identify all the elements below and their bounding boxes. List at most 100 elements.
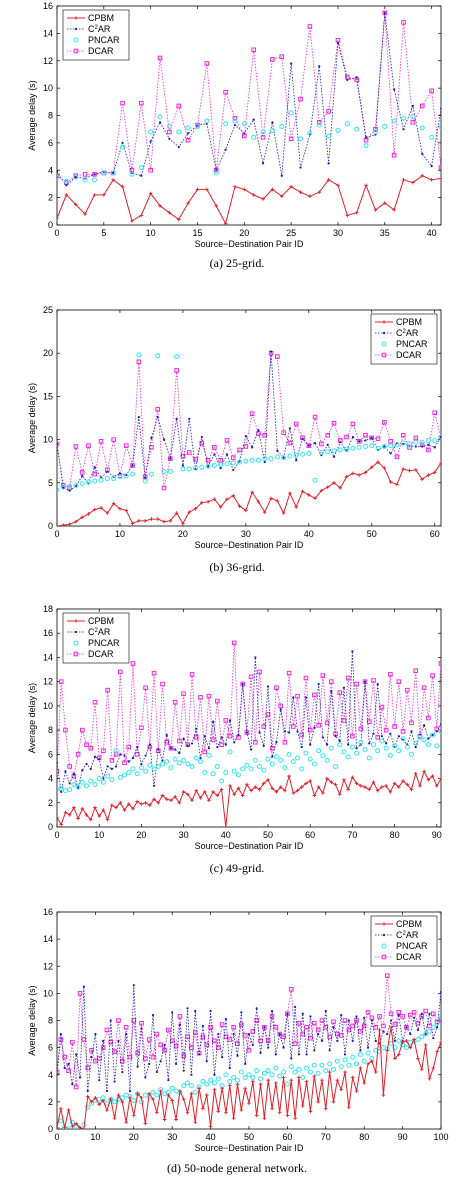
data-point-c2ar xyxy=(186,1007,189,1010)
data-point-c2ar xyxy=(127,760,130,763)
x-tick-label: 50 xyxy=(367,529,377,539)
data-point-cpbm xyxy=(266,777,270,782)
data-point-cpbm xyxy=(261,781,266,786)
data-point-cpbm xyxy=(186,201,190,205)
data-point-cpbm xyxy=(439,461,441,465)
data-point-c2ar xyxy=(245,731,248,734)
x-tick-label: 40 xyxy=(221,830,231,840)
data-point-cpbm xyxy=(254,1113,259,1118)
y-tick-label: 10 xyxy=(43,435,53,445)
data-point-pncar xyxy=(304,1065,310,1071)
data-point-cpbm xyxy=(320,1078,324,1082)
x-tick-label: 40 xyxy=(304,529,314,539)
data-point-pncar xyxy=(400,736,406,742)
data-point-pncar xyxy=(265,756,271,762)
data-point-cpbm xyxy=(198,796,203,800)
data-point-cpbm xyxy=(76,816,80,821)
data-point-cpbm xyxy=(185,1110,190,1115)
data-point-pncar xyxy=(286,751,292,757)
data-point-pncar xyxy=(67,483,73,489)
data-point-cpbm xyxy=(439,1040,441,1044)
data-point-dcar xyxy=(350,1023,355,1029)
data-point-cpbm xyxy=(128,1096,132,1100)
data-point-pncar xyxy=(252,757,258,763)
data-point-pncar xyxy=(338,1064,344,1070)
data-point-c2ar xyxy=(221,1056,224,1059)
legend-marker-dcar xyxy=(73,651,79,657)
data-point-cpbm xyxy=(367,787,372,792)
data-point-pncar xyxy=(423,1031,429,1037)
data-point-cpbm xyxy=(333,782,338,787)
data-point-c2ar xyxy=(219,467,222,470)
data-point-cpbm xyxy=(108,1097,113,1101)
legend-label-dcar: DCAR xyxy=(88,46,114,56)
data-point-cpbm xyxy=(86,512,91,516)
data-point-cpbm xyxy=(338,486,343,490)
data-point-pncar xyxy=(369,443,375,449)
data-point-cpbm xyxy=(155,1110,159,1115)
data-point-pncar xyxy=(434,743,440,749)
data-point-cpbm xyxy=(190,798,194,803)
data-point-pncar xyxy=(227,1079,233,1085)
data-point-dcar xyxy=(92,471,98,477)
data-point-c2ar xyxy=(368,742,371,745)
data-point-c2ar xyxy=(421,152,424,155)
data-point-pncar xyxy=(331,448,337,454)
data-point-c2ar xyxy=(301,437,304,440)
data-point-dcar xyxy=(180,453,186,459)
data-point-pncar xyxy=(224,461,230,467)
legend-label-cpbm: CPBM xyxy=(88,616,114,626)
x-tick-label: 0 xyxy=(54,228,59,238)
data-point-dcar xyxy=(164,739,170,745)
data-point-pncar xyxy=(101,170,107,176)
y-axis-label: Average delay (s) xyxy=(27,985,37,1055)
data-point-pncar xyxy=(382,123,388,129)
data-point-dcar xyxy=(166,1027,171,1033)
data-point-pncar xyxy=(278,757,284,763)
data-point-cpbm xyxy=(74,519,78,524)
x-tick-label: 100 xyxy=(433,1132,448,1142)
y-tick-label: 2 xyxy=(48,193,53,203)
data-point-pncar xyxy=(274,454,280,460)
data-point-cpbm xyxy=(413,771,418,776)
data-point-dcar xyxy=(248,674,254,680)
data-point-pncar xyxy=(419,1034,425,1040)
data-point-pncar xyxy=(211,463,217,469)
data-point-pncar xyxy=(425,742,431,748)
data-point-pncar xyxy=(67,786,73,792)
data-point-dcar xyxy=(262,1024,267,1030)
data-point-cpbm xyxy=(377,1028,382,1032)
x-tick-label: 30 xyxy=(241,529,251,539)
data-point-dcar xyxy=(227,733,233,739)
data-point-cpbm xyxy=(316,1100,320,1104)
series-line-cpbm xyxy=(57,175,441,225)
data-point-c2ar xyxy=(439,722,441,726)
data-point-pncar xyxy=(375,748,381,754)
data-point-pncar xyxy=(354,750,360,756)
data-point-c2ar xyxy=(287,731,291,734)
data-point-pncar xyxy=(181,1083,187,1089)
data-point-c2ar xyxy=(428,1012,431,1015)
data-point-pncar xyxy=(438,123,441,129)
data-point-c2ar xyxy=(132,984,135,987)
data-point-pncar xyxy=(354,126,360,132)
data-point-cpbm xyxy=(231,493,236,498)
data-point-cpbm xyxy=(82,1127,86,1129)
data-point-pncar xyxy=(288,110,294,116)
data-point-c2ar xyxy=(324,1009,327,1013)
data-point-c2ar xyxy=(57,761,59,764)
data-point-cpbm xyxy=(262,1116,267,1120)
data-point-dcar xyxy=(419,103,425,109)
data-point-dcar xyxy=(155,407,161,412)
data-point-c2ar xyxy=(175,417,178,420)
series-pncar xyxy=(57,352,441,493)
data-point-pncar xyxy=(91,177,97,183)
data-point-c2ar xyxy=(157,748,160,751)
data-point-pncar xyxy=(372,129,378,135)
data-point-cpbm xyxy=(63,810,68,815)
data-point-dcar xyxy=(223,89,228,95)
series-cpbm xyxy=(57,1025,441,1129)
data-point-c2ar xyxy=(389,452,392,455)
data-point-c2ar xyxy=(300,745,303,749)
data-point-dcar xyxy=(85,1065,91,1071)
